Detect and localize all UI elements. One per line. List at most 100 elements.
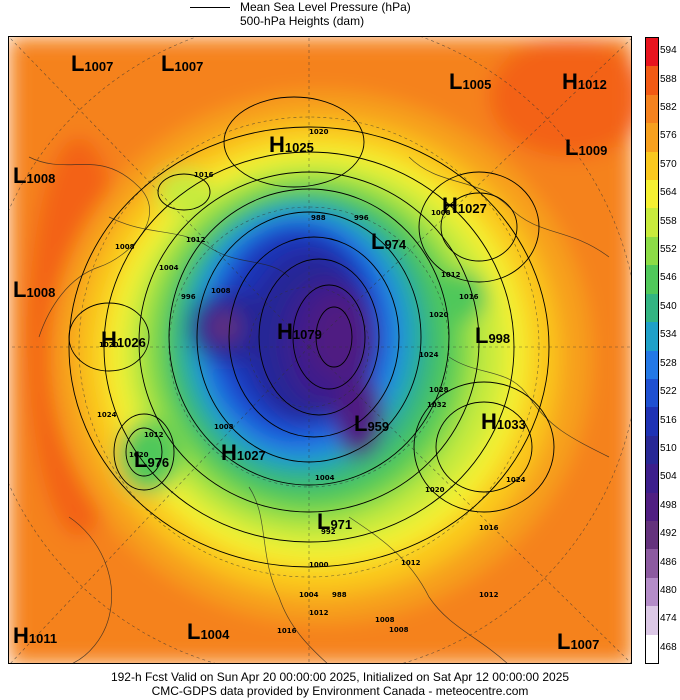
colorbar-tick-label: 516 bbox=[660, 414, 677, 426]
isobar-label: 1008 bbox=[214, 423, 234, 431]
isobar-label: 1004 bbox=[159, 264, 179, 272]
isobar-label: 1020 bbox=[309, 128, 329, 136]
centre-pressure: 1004 bbox=[200, 627, 230, 642]
colorbar-tick-label: 576 bbox=[660, 130, 677, 142]
centre-pressure: 1033 bbox=[496, 417, 526, 432]
low-centre-1007-se: L1007 bbox=[557, 629, 599, 655]
colorbar-tick-label: 504 bbox=[660, 471, 677, 483]
isobar-label: 1008 bbox=[389, 626, 409, 634]
centre-pressure: 1079 bbox=[292, 327, 322, 342]
isobar-label: 1004 bbox=[299, 591, 319, 599]
colorbar-swatch bbox=[646, 464, 658, 494]
centre-pressure: 1009 bbox=[578, 143, 608, 158]
colorbar-swatch bbox=[646, 549, 658, 579]
centre-letter: H bbox=[442, 193, 458, 218]
centre-pressure: 976 bbox=[147, 455, 170, 470]
colorbar-tick-label: 594 bbox=[660, 45, 677, 57]
colorbar-tick-label: 510 bbox=[660, 442, 677, 454]
colorbar-tick-label: 480 bbox=[660, 584, 677, 596]
colorbar-swatch bbox=[646, 293, 658, 323]
centre-pressure: 998 bbox=[488, 331, 511, 346]
colorbar-swatch bbox=[646, 606, 658, 636]
centre-letter: H bbox=[101, 327, 117, 352]
centre-pressure: 1007 bbox=[174, 59, 204, 74]
isobar-label: 1024 bbox=[419, 351, 439, 359]
low-centre-1005: L1005 bbox=[449, 69, 491, 95]
centre-letter: H bbox=[277, 319, 293, 344]
isobar-label: 1000 bbox=[309, 561, 329, 569]
isobar-label: 1012 bbox=[479, 591, 499, 599]
low-centre-1008-a: L1008 bbox=[13, 163, 55, 189]
isobar-label: 1032 bbox=[427, 401, 447, 409]
centre-letter: H bbox=[269, 132, 285, 157]
weather-map[interactable]: 1020 1016 1012 1008 1004 996 1008 988 996 1008 101… bbox=[8, 36, 632, 664]
isobar-label: 1020 bbox=[99, 341, 119, 349]
centre-letter: L bbox=[317, 509, 331, 534]
isobar-labels: 1020 1016 1012 1008 1004 996 1008 988 996 1008 101… bbox=[97, 128, 526, 635]
centre-pressure: 974 bbox=[384, 237, 407, 252]
forecast-valid-caption: 192-h Fcst Valid on Sun Apr 20 00:00:00 … bbox=[110, 670, 570, 684]
low-centre-1008-b: L1008 bbox=[13, 277, 55, 303]
centre-letter: L bbox=[161, 51, 175, 76]
isobar-label: 1012 bbox=[186, 236, 206, 244]
centre-letter: H bbox=[13, 623, 29, 648]
centre-pressure: 1007 bbox=[570, 637, 600, 652]
high-centre-1025: H1025 bbox=[269, 132, 314, 158]
centre-letter: H bbox=[221, 440, 237, 465]
isobar-label: 992 bbox=[321, 528, 336, 536]
low-centre-959: L959 bbox=[354, 411, 389, 437]
high-centre-1079: H1079 bbox=[277, 319, 322, 345]
isobar-label: 996 bbox=[181, 293, 196, 301]
isobar-label: 1008 bbox=[211, 287, 231, 295]
colorbar-tick-label: 492 bbox=[660, 528, 677, 540]
centre-pressure: 1012 bbox=[577, 77, 607, 92]
centre-pressure: 1011 bbox=[28, 631, 58, 646]
colorbar-swatch bbox=[646, 350, 658, 380]
high-centre-1027-s: H1027 bbox=[221, 440, 266, 466]
colorbar-tick-label: 564 bbox=[660, 187, 677, 199]
isobar-label: 988 bbox=[332, 591, 347, 599]
map-canvas: 1020 1016 1012 1008 1004 996 1008 988 996 1008 101… bbox=[9, 37, 631, 663]
colorbar-swatch bbox=[646, 180, 658, 209]
centre-letter: L bbox=[449, 69, 463, 94]
colorbar-tick-label: 540 bbox=[660, 300, 677, 312]
isobar-label: 1012 bbox=[144, 431, 164, 439]
colorbar-swatch bbox=[646, 577, 658, 607]
centre-letter: L bbox=[71, 51, 85, 76]
low-centre-998: L998 bbox=[475, 323, 510, 349]
high-centre-1027-ne: H1027 bbox=[442, 193, 487, 219]
colorbar-swatch bbox=[646, 520, 658, 550]
isobar-label: 1028 bbox=[429, 386, 449, 394]
colorbar-swatch bbox=[646, 435, 658, 465]
high-centre-1026: H1026 bbox=[101, 327, 146, 353]
centre-letter: L bbox=[13, 163, 27, 188]
low-centre-971: L971 bbox=[317, 509, 352, 535]
colorbar-swatch bbox=[646, 94, 658, 124]
isobar-label: 1008 bbox=[375, 616, 395, 624]
low-centre-974: L974 bbox=[371, 229, 406, 255]
colorbar-swatch bbox=[646, 634, 658, 664]
colorbar-swatch bbox=[646, 208, 658, 238]
centre-pressure: 959 bbox=[367, 419, 390, 434]
colorbar-swatch bbox=[646, 151, 658, 181]
isobar-label: 1020 bbox=[429, 311, 449, 319]
low-centre-1004: L1004 bbox=[187, 619, 229, 645]
colorbar-swatch bbox=[646, 492, 658, 522]
colorbar-swatch bbox=[646, 38, 658, 67]
isobar-label: 1004 bbox=[315, 474, 335, 482]
colorbar-tick-label: 528 bbox=[660, 357, 677, 369]
centre-pressure: 1008 bbox=[26, 171, 56, 186]
high-centre-1033: H1033 bbox=[481, 409, 526, 435]
low-centre-1009: L1009 bbox=[565, 135, 607, 161]
centre-letter: L bbox=[557, 629, 571, 654]
isobar-label: 1016 bbox=[194, 171, 214, 179]
isobar-label: 1016 bbox=[479, 524, 499, 532]
isobar-label: 1012 bbox=[309, 609, 329, 617]
colorbar-tick-label: 552 bbox=[660, 244, 677, 256]
centre-pressure: 1027 bbox=[236, 448, 266, 463]
centre-pressure: 971 bbox=[330, 517, 353, 532]
colorbar-swatch bbox=[646, 378, 658, 408]
centre-pressure: 1005 bbox=[462, 77, 492, 92]
centre-letter: L bbox=[187, 619, 201, 644]
centre-letter: L bbox=[134, 447, 148, 472]
